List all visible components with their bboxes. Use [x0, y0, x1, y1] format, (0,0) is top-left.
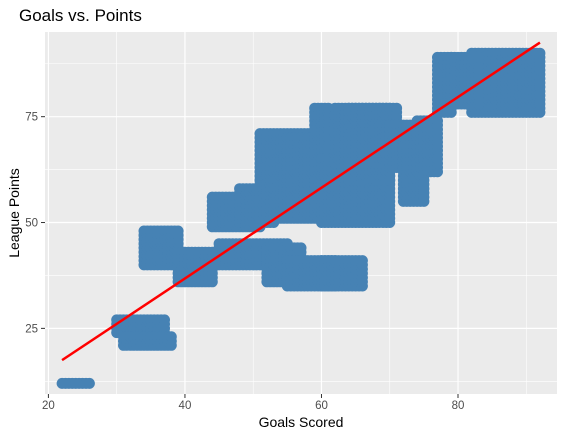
data-point [166, 331, 177, 342]
x-tick-label: 40 [179, 400, 192, 412]
x-tick-label: 60 [315, 400, 328, 412]
data-point [473, 52, 484, 63]
y-tick-label: 25 [25, 323, 38, 335]
y-tick-label: 50 [25, 218, 38, 230]
x-axis-ticks: 20 40 60 80 [42, 394, 464, 412]
x-tick-label: 20 [42, 400, 55, 412]
data-point [84, 378, 95, 389]
y-tick-label: 75 [25, 112, 38, 124]
x-axis-title: Goals Scored [259, 414, 344, 430]
data-point [159, 314, 170, 325]
data-point [391, 103, 402, 114]
data-point [173, 226, 184, 237]
y-axis-title: League Points [6, 168, 22, 258]
chart-title: Goals vs. Points [19, 6, 142, 25]
data-point [357, 255, 368, 266]
x-tick-label: 80 [452, 400, 465, 412]
data-point [296, 242, 307, 253]
y-axis-ticks: 25 50 75 [25, 112, 45, 336]
data-point [534, 48, 545, 59]
